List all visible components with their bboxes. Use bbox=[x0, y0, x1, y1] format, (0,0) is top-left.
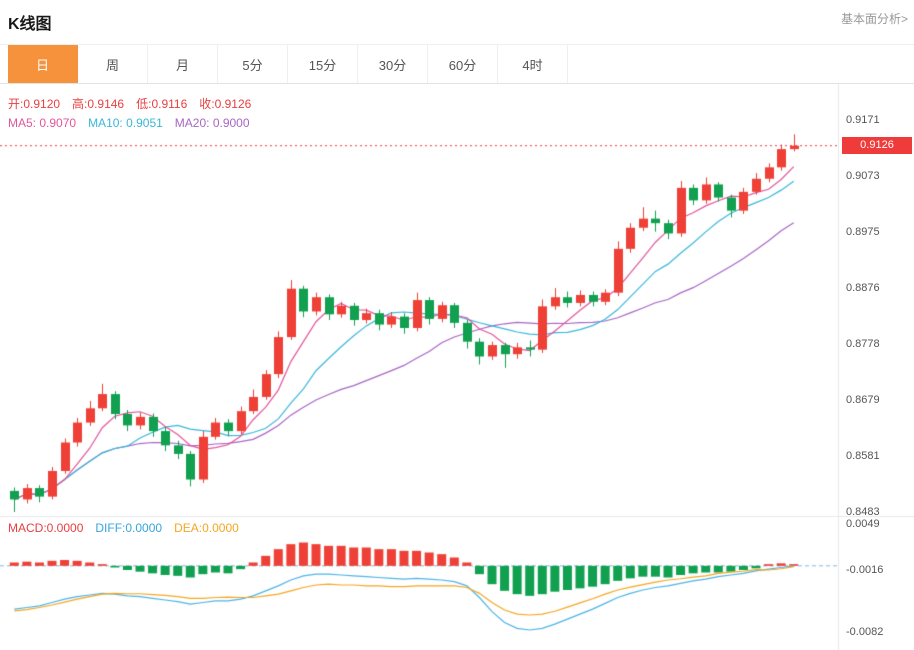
diff-value: 0.0000 bbox=[125, 521, 163, 535]
tab-15min[interactable]: 15分 bbox=[288, 45, 358, 83]
ma20-value: 0.9000 bbox=[212, 116, 250, 130]
ohlc-high-value: 0.9146 bbox=[87, 97, 125, 111]
ma-legend: MA5: 0.9070 MA10: 0.9051 MA20: 0.9000 bbox=[8, 116, 262, 130]
tab-60min[interactable]: 60分 bbox=[428, 45, 498, 83]
tab-4hour[interactable]: 4时 bbox=[498, 45, 568, 83]
ohlc-open-value: 0.9120 bbox=[23, 97, 61, 111]
tab-month[interactable]: 月 bbox=[148, 45, 218, 83]
price-axis-label: 0.8679 bbox=[846, 394, 880, 407]
macd-axis-label: 0.0049 bbox=[846, 518, 880, 530]
dea-value: 0.0000 bbox=[202, 521, 239, 535]
macd-label: MACD: bbox=[8, 521, 47, 535]
macd-value: 0.0000 bbox=[46, 521, 84, 535]
ohlc-low-value: 0.9116 bbox=[151, 97, 188, 111]
ohlc-close-value: 0.9126 bbox=[214, 97, 252, 111]
ohlc-legend: 开:0.9120 高:0.9146 低:0.9116 收:0.9126 bbox=[8, 95, 263, 112]
price-axis-label: 0.8975 bbox=[846, 225, 880, 238]
kline-canvas[interactable] bbox=[0, 84, 914, 650]
ma10-label: MA10: bbox=[88, 116, 123, 130]
ohlc-high-label: 高: bbox=[72, 97, 88, 111]
tab-30min[interactable]: 30分 bbox=[358, 45, 428, 83]
ma20-label: MA20: bbox=[174, 116, 210, 130]
tab-week[interactable]: 周 bbox=[78, 45, 148, 83]
ma5-value: 0.9070 bbox=[39, 116, 77, 130]
tab-day[interactable]: 日 bbox=[8, 45, 78, 83]
macd-axis-label: -0.0082 bbox=[846, 626, 884, 638]
price-axis-label: 0.8778 bbox=[846, 337, 880, 350]
price-axis-label: 0.8483 bbox=[846, 506, 880, 518]
macd-axis-label: -0.0016 bbox=[846, 564, 884, 576]
last-price-badge: 0.9126 bbox=[842, 137, 912, 154]
ohlc-low-label: 低: bbox=[136, 97, 152, 111]
price-axis-label: 0.8581 bbox=[846, 450, 880, 463]
ma5-label: MA5: bbox=[8, 116, 37, 130]
ohlc-close-label: 收: bbox=[199, 97, 215, 111]
ma10-value: 0.9051 bbox=[126, 116, 163, 130]
tab-5min[interactable]: 5分 bbox=[218, 45, 288, 83]
price-axis-label: 0.9073 bbox=[846, 169, 880, 182]
price-axis-label: 0.8876 bbox=[846, 282, 880, 295]
diff-label: DIFF: bbox=[95, 521, 126, 535]
header: K线图 基本面分析> bbox=[0, 0, 914, 44]
period-tabbar: 日 周 月 5分 15分 30分 60分 4时 bbox=[0, 44, 914, 84]
dea-label: DEA: bbox=[174, 521, 203, 535]
macd-legend: MACD:0.0000 DIFF:0.0000 DEA:0.0000 bbox=[8, 521, 251, 535]
page-title: K线图 bbox=[8, 16, 52, 33]
fundamental-analysis-link[interactable]: 基本面分析> bbox=[840, 12, 908, 26]
price-axis-label: 0.9171 bbox=[846, 114, 880, 127]
ohlc-open-label: 开: bbox=[8, 97, 24, 111]
